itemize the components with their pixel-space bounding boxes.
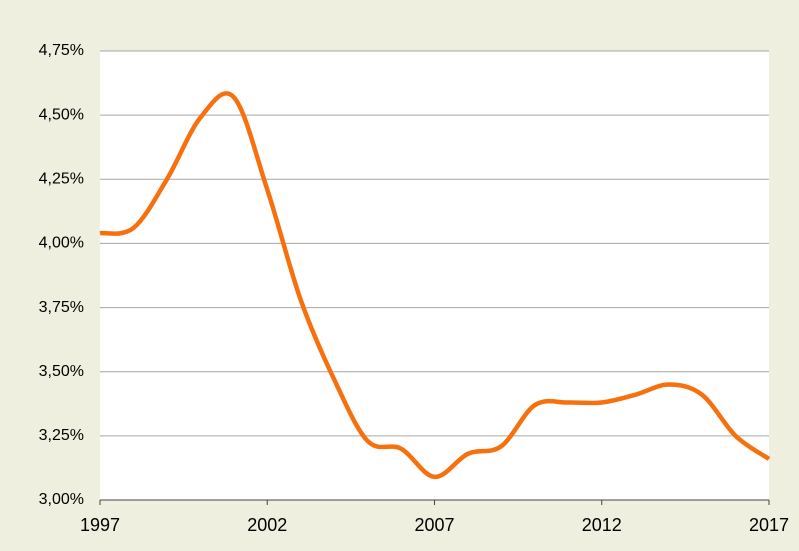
x-tick-label: 2017 [749,515,789,535]
x-tick-label: 2012 [582,515,622,535]
y-tick-label: 3,25% [39,427,84,444]
data-line [99,91,771,480]
y-tick-label: 4,50% [39,106,84,123]
y-tick-label: 4,00% [39,235,84,252]
y-tick-label: 4,25% [39,171,84,188]
x-tick-label: 2007 [414,515,454,535]
plot-area [100,51,769,500]
y-tick-label: 3,75% [39,299,84,316]
y-tick-label: 3,00% [39,491,84,508]
y-tick-label: 3,50% [39,363,84,380]
y-tick-label: 4,75% [39,42,84,59]
x-tick-label: 2002 [247,515,287,535]
x-tick-label: 1997 [80,515,120,535]
